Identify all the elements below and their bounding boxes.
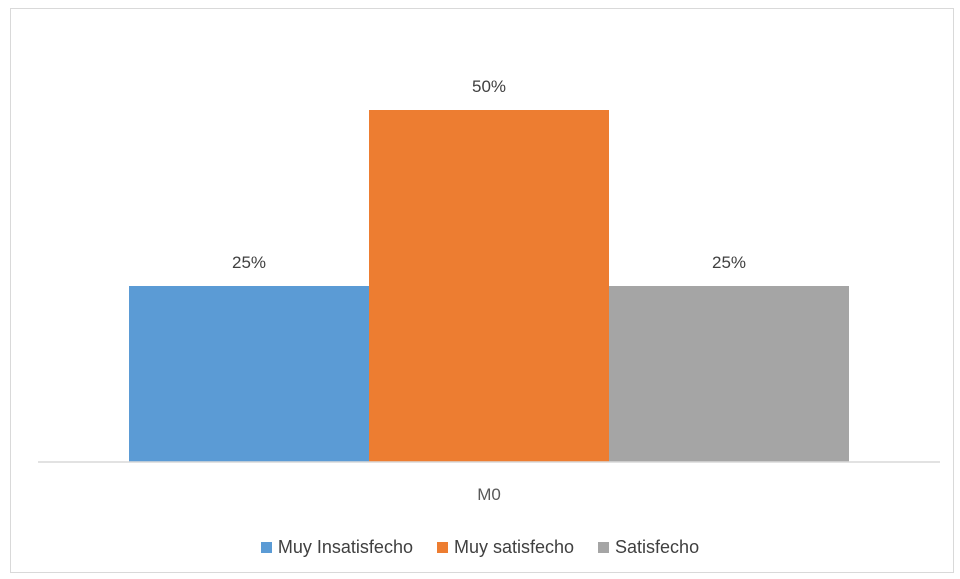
- legend-label: Muy satisfecho: [453, 537, 575, 557]
- legend-label: Satisfecho: [615, 537, 700, 557]
- bar-muy-satisfecho: [369, 110, 609, 462]
- legend-swatch: [436, 542, 448, 553]
- bars-layer: [129, 110, 849, 462]
- legend-label: Muy Insatisfecho: [277, 537, 413, 557]
- data-label-satisfecho: 25%: [712, 253, 746, 272]
- data-label-muy-satisfecho: 50%: [472, 77, 506, 96]
- legend-item-muy-insatisfecho: Muy Insatisfecho: [260, 537, 413, 558]
- bar-satisfecho: [609, 286, 849, 462]
- legend-item-satisfecho: Satisfecho: [598, 537, 699, 558]
- legend: Muy Insatisfecho Muy satisfecho Satisfecho: [0, 537, 960, 558]
- legend-swatch: [260, 542, 272, 553]
- labels-layer: 25% 50% 25%: [232, 77, 746, 272]
- bar-muy-insatisfecho: [129, 286, 369, 462]
- legend-item-muy-satisfecho: Muy satisfecho: [436, 537, 575, 558]
- legend-swatch: [598, 542, 610, 553]
- x-tick-label: M0: [477, 485, 501, 504]
- data-label-muy-insatisfecho: 25%: [232, 253, 266, 272]
